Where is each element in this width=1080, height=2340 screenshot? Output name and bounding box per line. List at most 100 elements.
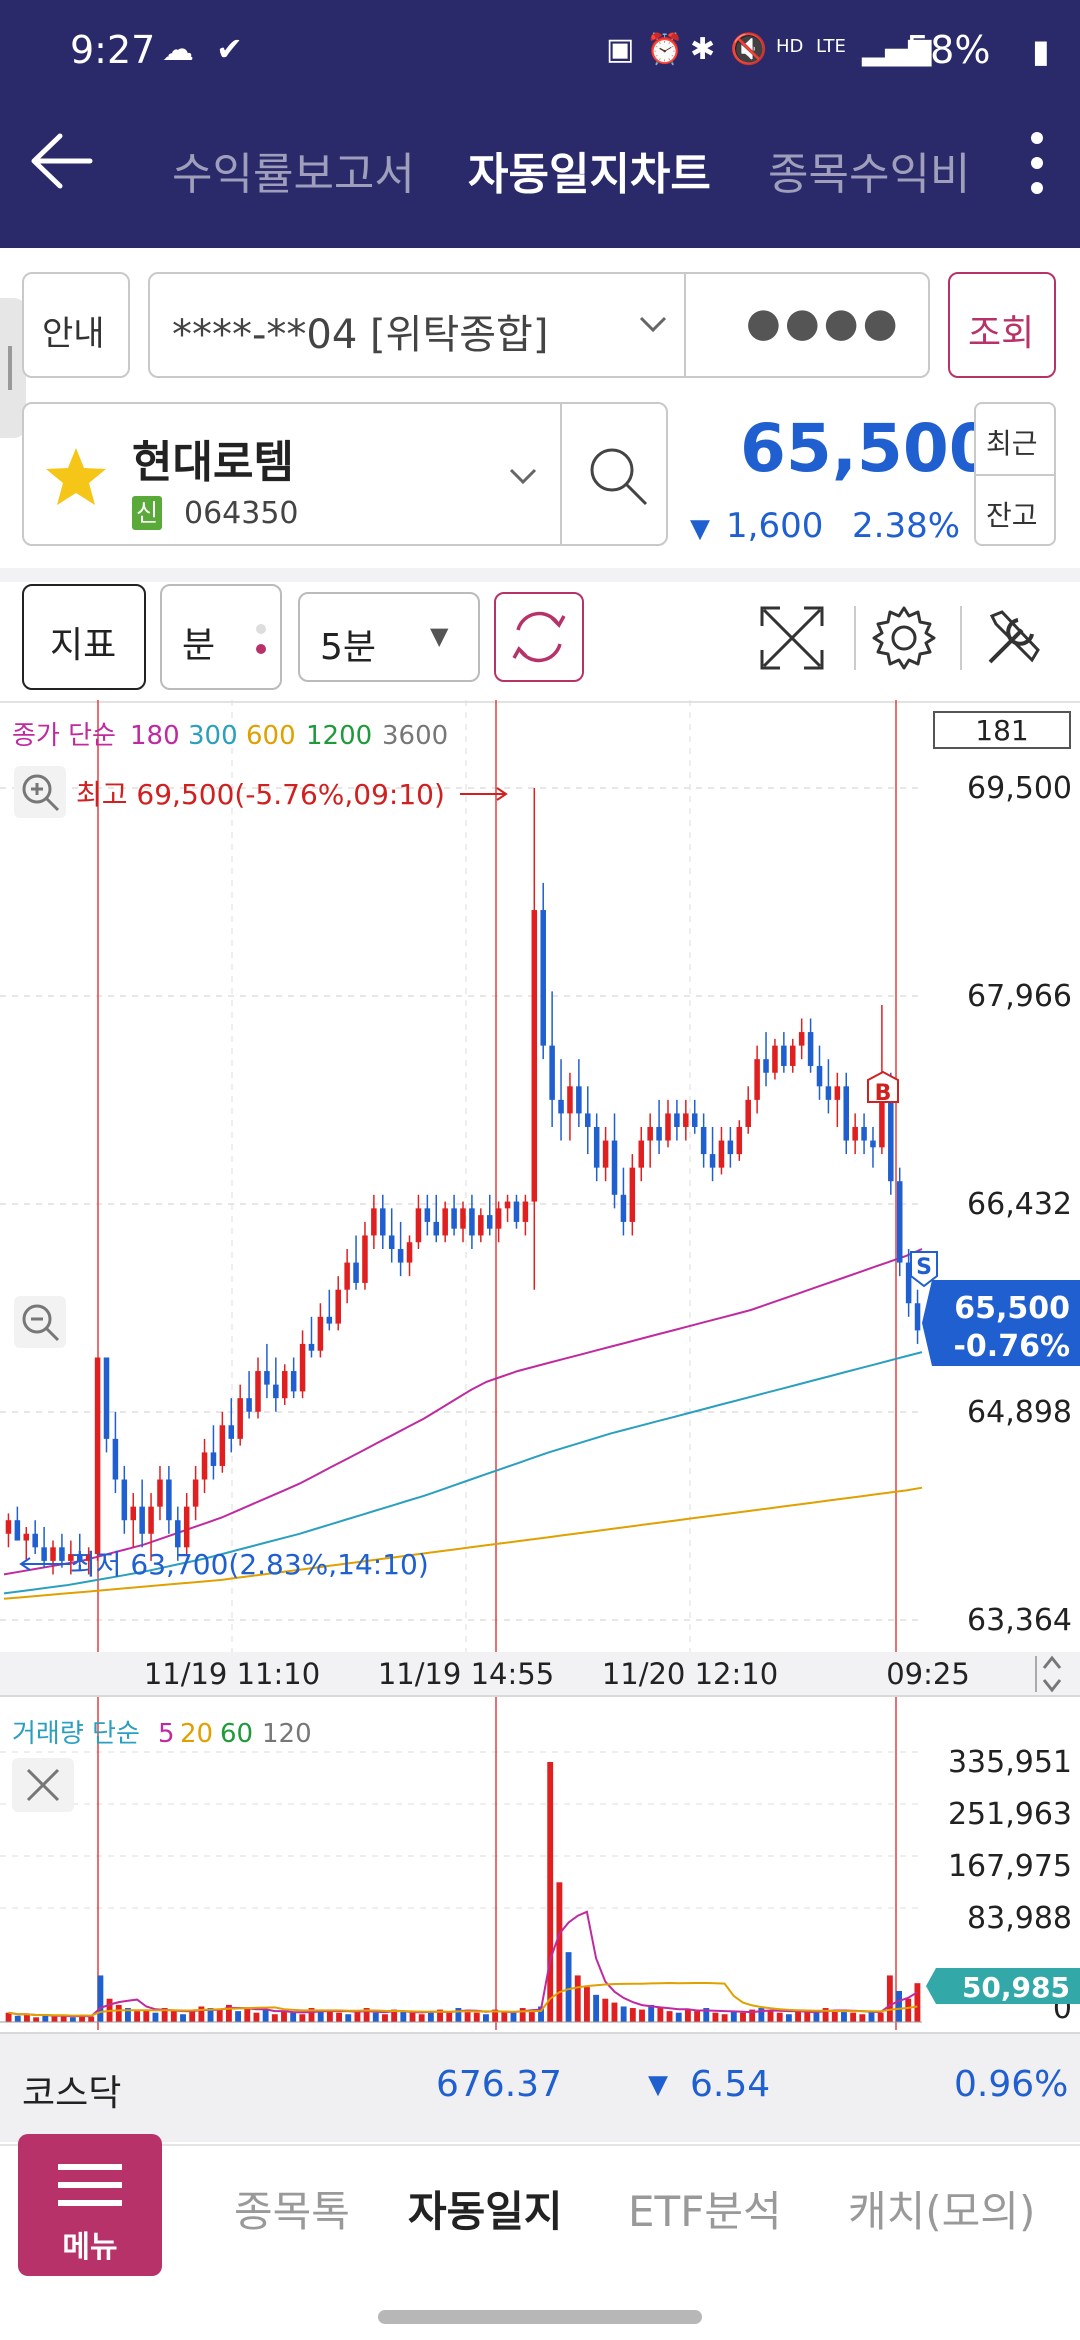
candle-body — [210, 1452, 217, 1466]
candle — [157, 1465, 163, 1521]
fullscreen-icon[interactable] — [756, 602, 828, 674]
balance-button[interactable]: 잔고 — [986, 499, 1038, 532]
nav-catch-mock[interactable]: 캐치(모의) — [848, 2187, 1036, 2236]
candle — [210, 1425, 217, 1480]
indicator-button[interactable]: 지표 — [22, 584, 146, 690]
ma-legend-3600: 3600 — [382, 721, 448, 751]
volume-current-tag: 50,985 — [926, 1968, 1080, 2004]
zoom-out-icon[interactable] — [14, 1296, 66, 1348]
candle — [344, 1249, 350, 1304]
volume-bar — [262, 2009, 269, 2022]
volume-bar — [235, 2011, 242, 2022]
volume-bar — [483, 2014, 489, 2022]
refresh-button[interactable] — [494, 592, 584, 682]
back-arrow-icon[interactable] — [26, 126, 96, 196]
axis-scroll-icon[interactable] — [1035, 1655, 1062, 1693]
candle — [335, 1276, 341, 1331]
candle — [522, 1194, 529, 1236]
candle-body — [166, 1479, 172, 1521]
candle-body — [790, 1045, 796, 1066]
ma-legend-300: 300 — [188, 721, 238, 751]
candle — [406, 1235, 413, 1277]
query-button-label: 조회 — [968, 313, 1035, 354]
candle-body — [469, 1208, 475, 1236]
nav-stock-talk[interactable]: 종목톡 — [234, 2187, 350, 2236]
candle-body — [308, 1343, 315, 1351]
search-icon[interactable] — [584, 442, 654, 512]
candle-body — [433, 1221, 440, 1236]
down-triangle-icon: ▼ — [690, 514, 710, 544]
more-options-icon[interactable] — [1028, 132, 1046, 202]
volume-bar — [629, 2008, 636, 2022]
candle — [32, 1520, 38, 1555]
volume-bar — [180, 2014, 186, 2022]
tab-auto-journal-chart[interactable]: 자동일지차트 — [468, 149, 711, 200]
nav-etf-analysis[interactable]: ETF분석 — [628, 2187, 782, 2236]
candle — [273, 1357, 279, 1412]
y-tick: 63,364 — [967, 1603, 1072, 1638]
sell-marker[interactable]: S — [910, 1251, 938, 1288]
tab-stock-profit-compare[interactable]: 종목수익비 — [768, 149, 971, 200]
ma180-line — [3, 1248, 923, 1576]
candle-body — [148, 1506, 154, 1534]
candle — [264, 1343, 270, 1399]
volume-bar — [666, 2011, 673, 2022]
candle-body — [495, 1208, 502, 1229]
tools-icon[interactable] — [978, 602, 1050, 674]
volume-bar — [528, 2009, 535, 2022]
candle — [576, 1059, 582, 1127]
lte-icon: LTE — [816, 36, 846, 57]
volume-bar — [437, 2009, 443, 2022]
candle — [50, 1540, 56, 1575]
candle — [798, 1018, 805, 1060]
candle — [611, 1113, 618, 1209]
gear-icon[interactable] — [868, 602, 940, 674]
candle-body — [192, 1479, 199, 1507]
svg-text:S: S — [916, 1255, 932, 1280]
candle-body — [388, 1235, 395, 1250]
market-index-bar[interactable]: 코스닥 676.37 ▼ 6.54 0.96% — [0, 2032, 1080, 2142]
candle — [94, 1357, 101, 1561]
tab-profit-report[interactable]: 수익률보고서 — [172, 149, 415, 200]
query-button[interactable]: 조회 — [948, 272, 1056, 378]
buy-marker[interactable]: B — [867, 1070, 899, 1106]
side-drawer-handle[interactable] — [0, 298, 26, 438]
candle-body — [317, 1316, 324, 1351]
candle — [460, 1201, 466, 1243]
current-price-tag-value: 65,500 — [954, 1291, 1070, 1326]
nav-auto-journal[interactable]: 자동일지 — [408, 2187, 563, 2236]
candle-body — [504, 1201, 511, 1209]
price-chart[interactable]: 종가 단순 180 300 600 1200 3600 181 최고 69,50… — [0, 700, 1080, 2030]
candle-body — [593, 1126, 600, 1168]
stock-selector[interactable]: 현대로템 신 064350 — [22, 402, 668, 546]
candle-body — [647, 1126, 653, 1141]
menu-button[interactable]: 메뉴 — [18, 2134, 162, 2276]
volume-bar — [336, 2012, 343, 2022]
account-selector[interactable]: ****-**04 [위탁종합] ●●●● — [148, 272, 930, 378]
candle-body — [638, 1140, 645, 1168]
favorite-star-icon[interactable] — [44, 446, 108, 508]
candle — [763, 1032, 769, 1087]
candle — [121, 1465, 128, 1534]
candle-body — [353, 1262, 359, 1283]
candle-body — [112, 1438, 119, 1480]
volume-bar — [427, 2011, 434, 2022]
period-type-button[interactable]: 분 — [160, 584, 282, 690]
volume-bar — [740, 2012, 746, 2022]
candle — [415, 1194, 422, 1250]
bottom-navigation — [0, 2144, 1080, 2340]
home-indicator[interactable] — [378, 2310, 702, 2324]
x-tick: 11/20 12:10 — [602, 1657, 778, 1691]
volume-bar — [611, 2002, 618, 2022]
password-field[interactable]: ●●●● — [746, 300, 902, 346]
candle — [255, 1357, 261, 1419]
candle-body — [380, 1208, 386, 1236]
close-volume-icon[interactable] — [12, 1758, 74, 1812]
price-change-pct: 2.38% — [852, 506, 961, 546]
recent-button[interactable]: 최근 — [986, 427, 1038, 460]
interval-dropdown[interactable]: 5분 ▼ — [298, 592, 480, 682]
zoom-in-icon[interactable] — [14, 766, 66, 818]
volume-bar — [88, 2016, 95, 2022]
volume-bar — [455, 2008, 462, 2022]
guide-button[interactable]: 안내 — [22, 272, 130, 378]
